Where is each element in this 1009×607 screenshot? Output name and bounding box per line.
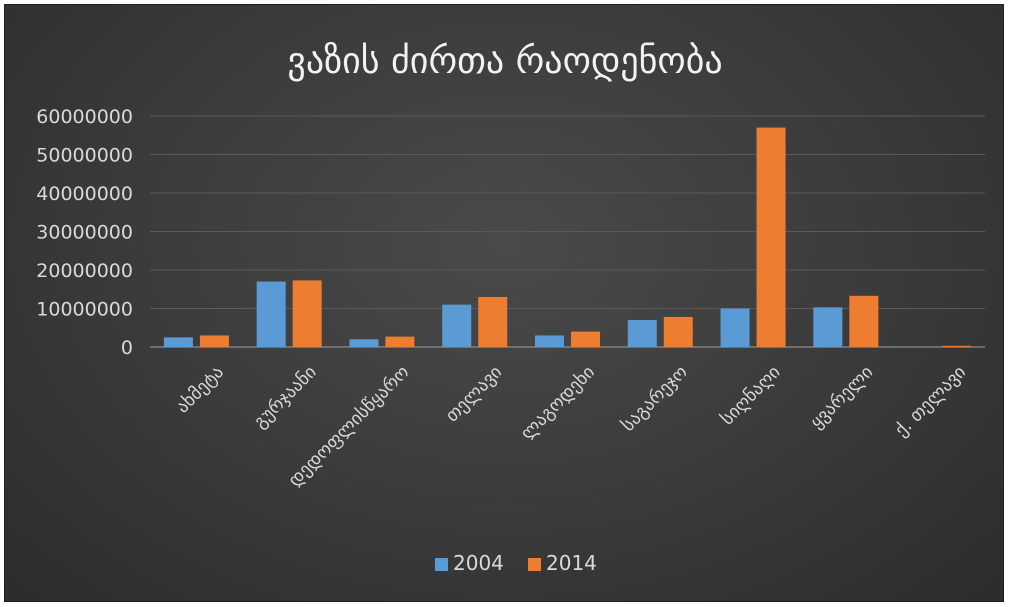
- x-tick-label: ახმეტა: [172, 362, 228, 418]
- bar-2004: [163, 337, 193, 347]
- x-tick-label: სიღნაღი: [717, 362, 785, 430]
- bar-2004: [442, 304, 472, 347]
- bar-2014: [292, 280, 322, 347]
- bar-2014: [199, 335, 229, 347]
- x-tick-label: ყვარელი: [806, 362, 877, 433]
- bar-2014: [663, 316, 693, 347]
- bars: [163, 127, 972, 347]
- bar-2014: [942, 345, 972, 347]
- x-tick-label: ლაგოდეხი: [517, 362, 599, 444]
- y-tick-label: 30000000: [36, 222, 133, 244]
- legend: 2004 2014: [435, 551, 597, 575]
- x-tick-label: საგარეჯო: [618, 362, 692, 436]
- y-tick-label: 50000000: [36, 145, 133, 167]
- chart-title: ვაზის ძირთა რაოდენობა: [287, 41, 722, 82]
- bar-2004: [813, 307, 843, 347]
- bar-2014: [571, 331, 600, 347]
- x-tick-label: თელავი: [442, 362, 507, 427]
- bar-2014: [849, 295, 879, 347]
- y-axis-ticks: 0 10000000 20000000 30000000 40000000 5000000…: [36, 106, 133, 359]
- legend-label: 2014: [546, 551, 597, 575]
- legend-swatch-2014: [528, 558, 541, 571]
- chart-area: ვაზის ძირთა რაოდენობა 0 10000000 20000000 3…: [4, 4, 1004, 602]
- bar-2004: [256, 281, 286, 347]
- bar-2004: [349, 339, 379, 347]
- y-tick-label: 40000000: [36, 183, 133, 205]
- y-tick-label: 20000000: [36, 260, 133, 282]
- bar-chart: ვაზის ძირთა რაოდენობა 0 10000000 20000000 3…: [36, 41, 985, 575]
- legend-swatch-2004: [435, 558, 448, 571]
- y-tick-label: 10000000: [36, 299, 133, 321]
- bar-2014: [478, 296, 508, 347]
- y-tick-label: 60000000: [36, 106, 133, 128]
- bar-2004: [720, 308, 750, 347]
- bar-2004: [535, 335, 564, 347]
- x-tick-label: გურჯაანი: [250, 362, 321, 433]
- bar-2004: [627, 320, 657, 347]
- bar-2014: [385, 336, 415, 347]
- legend-label: 2004: [453, 551, 504, 575]
- y-tick-label: 0: [121, 337, 133, 359]
- grid-lines: [150, 115, 985, 348]
- bar-2014: [756, 127, 786, 347]
- x-tick-label: ქ. თელავი: [891, 362, 970, 441]
